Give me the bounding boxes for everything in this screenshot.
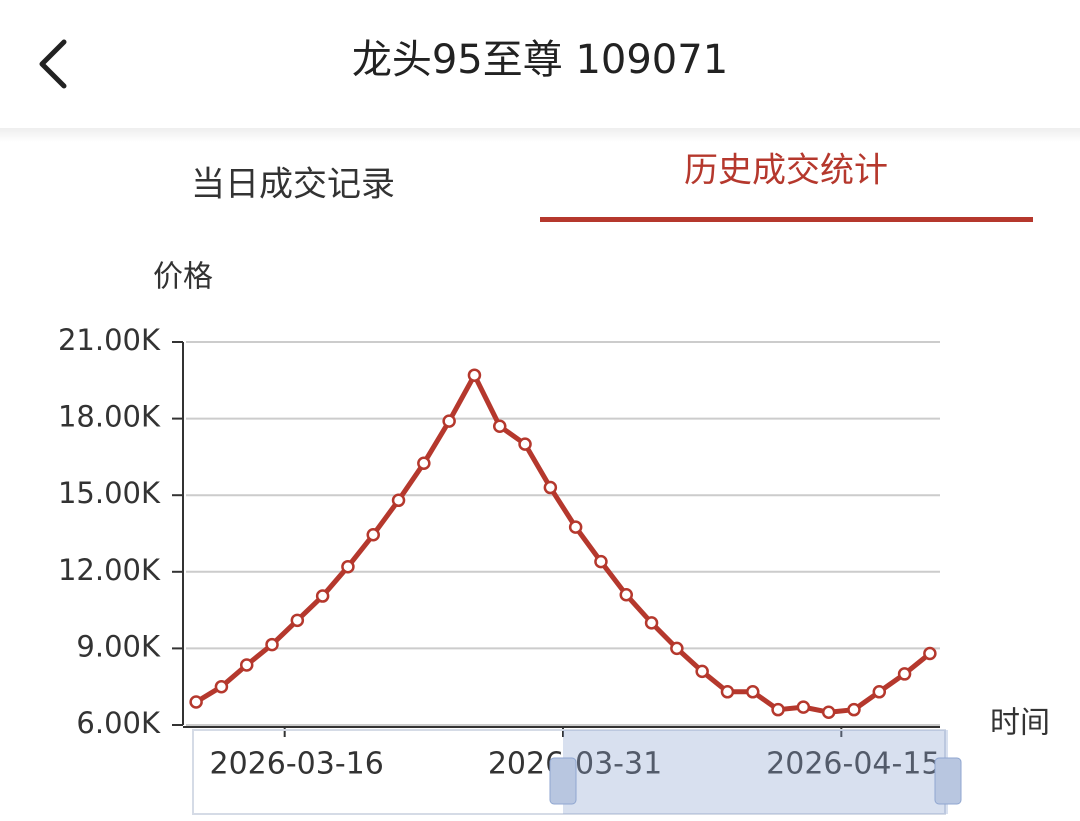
data-point — [366, 528, 380, 542]
zoom-handle[interactable] — [934, 757, 962, 805]
data-point — [417, 456, 431, 471]
y-tick-label: 6.00K — [76, 706, 161, 740]
data-point — [568, 520, 583, 534]
zoom-window[interactable] — [563, 730, 948, 814]
header-separator — [0, 128, 1080, 142]
data-point — [239, 658, 254, 672]
data-point — [695, 664, 709, 679]
data-point — [746, 685, 760, 699]
data-point — [821, 705, 836, 719]
zoom-handle[interactable] — [549, 757, 577, 805]
y-tick-label: 21.00K — [58, 323, 161, 357]
data-point — [670, 641, 684, 656]
data-zoom[interactable] — [192, 729, 962, 815]
y-tick-label: 15.00K — [58, 476, 161, 510]
data-point — [265, 637, 279, 652]
data-point — [518, 437, 532, 451]
x-tick-label: 2026-03-16 — [209, 747, 383, 782]
data-point — [315, 589, 330, 603]
y-tick-label: 9.00K — [76, 629, 161, 663]
data-point — [442, 414, 456, 428]
x-axis-label: 时间 — [990, 706, 1050, 741]
data-point — [720, 685, 735, 699]
data-point — [467, 368, 482, 382]
data-point — [391, 493, 406, 508]
data-point — [492, 419, 507, 434]
data-point — [872, 685, 887, 699]
tab-underline — [540, 217, 1033, 222]
y-tick-label: 18.00K — [58, 400, 161, 434]
data-point — [644, 616, 659, 630]
data-point — [543, 480, 558, 495]
data-point — [923, 646, 937, 661]
data-point — [341, 559, 355, 574]
data-point — [594, 554, 608, 569]
tab[interactable]: 当日成交记录 — [191, 165, 395, 205]
data-point — [897, 667, 912, 681]
data-point — [290, 613, 305, 628]
y-axis-label: 价格 — [153, 260, 213, 295]
tab-active[interactable]: 历史成交统计 — [684, 151, 888, 191]
data-point — [796, 700, 811, 714]
data-point — [771, 702, 785, 717]
price-line — [194, 372, 932, 715]
data-point — [214, 679, 229, 694]
y-tick-label: 12.00K — [58, 553, 161, 587]
page-title: 龙头95至尊 109071 — [352, 37, 728, 83]
x-tick-label: 2026-04-15 — [766, 747, 940, 782]
data-point — [619, 588, 634, 602]
data-point — [847, 702, 861, 717]
data-point — [189, 695, 203, 709]
back-button[interactable] — [39, 39, 67, 89]
